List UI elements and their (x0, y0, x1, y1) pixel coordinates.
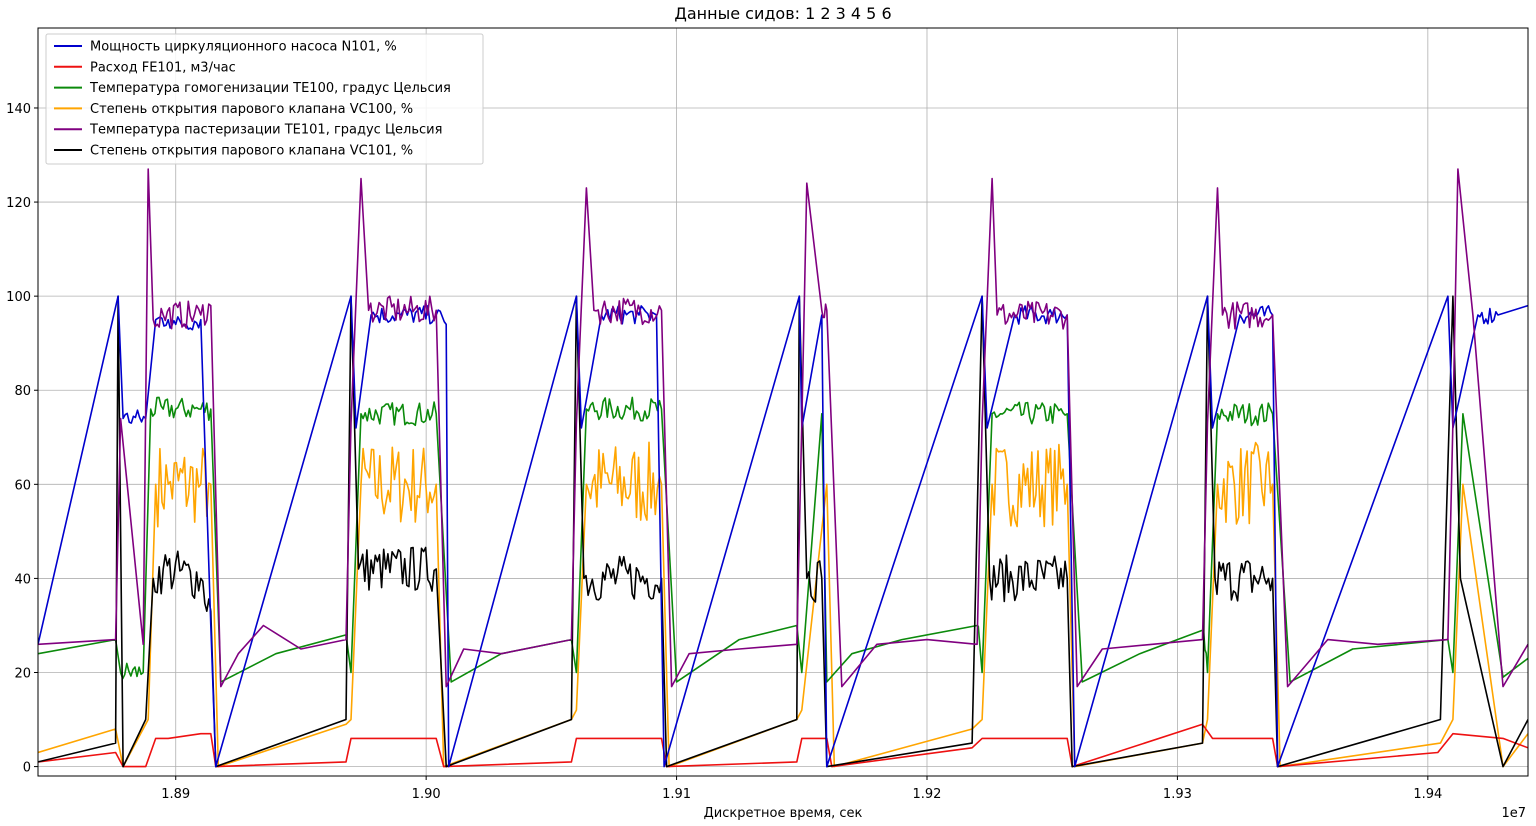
legend-label: Расход FE101, м3/час (90, 60, 236, 75)
y-tick-label: 0 (23, 761, 31, 776)
series-line (38, 295, 1528, 768)
x-axis: 1.89 1.90 1.91 1.92 1.93 1.94 (161, 776, 1442, 802)
legend: Мощность циркуляционного насоса N101, % Р… (45, 33, 484, 165)
plot-frame (37, 27, 1529, 777)
y-tick-label: 100 (6, 290, 31, 305)
legend-label: Мощность циркуляционного насоса N101, % (90, 40, 397, 55)
x-tick-label: 1.93 (1163, 787, 1192, 802)
x-tick-label: 1.90 (412, 787, 441, 802)
y-axis: 0 20 40 60 80 100 120 140 (6, 102, 38, 776)
y-tick-label: 20 (14, 667, 31, 682)
x-tick-label: 1.91 (662, 787, 691, 802)
series-line (38, 168, 1528, 688)
series-line (38, 396, 1528, 683)
x-offset-label: 1e7 (1501, 806, 1526, 821)
y-tick-label: 140 (6, 102, 31, 117)
series-line (38, 723, 1528, 768)
legend-label: Температура гомогенизации TE100, градус … (89, 81, 451, 96)
x-tick-label: 1.89 (161, 787, 190, 802)
x-tick-label: 1.94 (1413, 787, 1442, 802)
y-tick-label: 80 (14, 384, 31, 399)
legend-label: Степень открытия парового клапана VC101,… (90, 144, 413, 159)
y-tick-label: 40 (14, 572, 31, 587)
y-tick-label: 60 (14, 478, 31, 493)
x-tick-label: 1.92 (913, 787, 942, 802)
chart-title: Данные сидов: 1 2 3 4 5 6 (674, 4, 891, 23)
legend-label: Степень открытия парового клапана VC100,… (90, 102, 413, 117)
series-group (38, 168, 1528, 768)
series-line (38, 295, 1528, 768)
series-line (38, 441, 1528, 768)
y-tick-label: 120 (6, 196, 31, 211)
legend-label: Температура пастеризации TE101, градус Ц… (89, 123, 442, 138)
legend-box (45, 33, 484, 165)
x-axis-label: Дискретное время, сек (704, 806, 863, 821)
